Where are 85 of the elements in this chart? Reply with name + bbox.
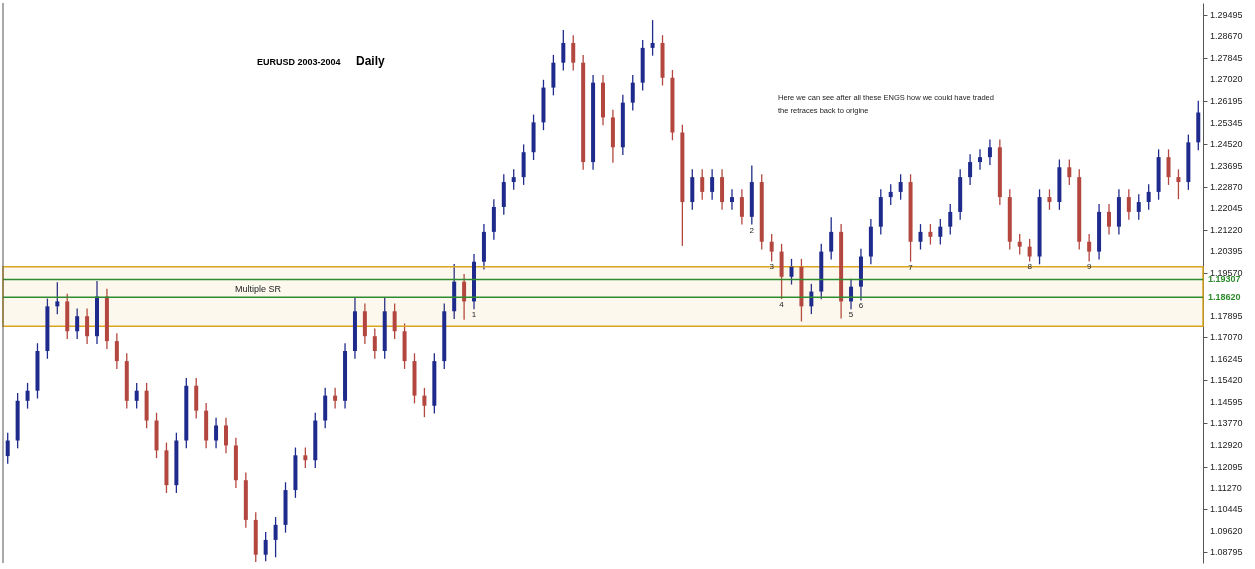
- candlestick: [1176, 168, 1181, 200]
- candlestick: [1067, 158, 1072, 186]
- candlestick: [918, 223, 923, 251]
- candlestick: [422, 387, 427, 418]
- text: 6: [858, 301, 864, 311]
- y-tick-label: 1.13770: [1210, 418, 1243, 429]
- text: 1: [471, 310, 477, 320]
- candlestick: [223, 417, 228, 454]
- y-tick-label: 1.14595: [1210, 396, 1243, 407]
- candlestick: [789, 258, 794, 286]
- candlestick: [630, 74, 635, 112]
- y-tick-label: 1.28670: [1210, 31, 1243, 42]
- y-tick-label: 1.23695: [1210, 160, 1243, 171]
- y-tick-label: 1.21220: [1210, 224, 1243, 235]
- candlestick: [938, 218, 943, 246]
- candlestick: [700, 168, 705, 201]
- y-tick-label: 1.24520: [1210, 139, 1243, 150]
- candlestick: [5, 432, 10, 465]
- text: 4: [779, 300, 784, 310]
- y-tick-label: 1.12095: [1210, 461, 1243, 472]
- y-tick-label: 1.16245: [1210, 353, 1243, 364]
- y-tick-label: 1.10445: [1210, 504, 1243, 515]
- candlestick: [511, 168, 516, 191]
- candlestick: [263, 531, 268, 562]
- y-tick-label: 1.22870: [1210, 181, 1243, 192]
- candlestick: [392, 302, 397, 340]
- y-tick-label: 1.08795: [1210, 547, 1243, 558]
- candlestick: [303, 446, 308, 469]
- candlestick: [739, 188, 744, 226]
- y-tick-label: 1.09620: [1210, 525, 1243, 536]
- candlestick: [214, 417, 219, 449]
- y-tick-label: 1.17070: [1210, 332, 1243, 343]
- y-tick-label: 1.27845: [1210, 52, 1243, 63]
- candlestick: [978, 148, 983, 171]
- y-tick-label: 1.29495: [1210, 10, 1243, 21]
- candlestick: [75, 307, 80, 340]
- candlestick: [769, 233, 774, 263]
- candlestick: [561, 29, 566, 72]
- annotation: Multiple SR: [234, 284, 282, 294]
- candlestick: [1136, 193, 1141, 221]
- y-tick-label: 1.15420: [1210, 375, 1243, 386]
- candlestick: [898, 173, 903, 201]
- y-tick-label: 1.27020: [1210, 74, 1243, 85]
- text: 3: [769, 262, 774, 272]
- candlestick: [55, 281, 60, 315]
- candlestick: [571, 34, 576, 72]
- text: EURUSD 2003-2004: [257, 57, 341, 67]
- candlestick: [888, 183, 893, 206]
- candlestick: [968, 153, 973, 186]
- y-tick-label: 1.11270: [1210, 483, 1242, 493]
- y-tick-label: 1.26195: [1210, 95, 1243, 106]
- text: 2: [749, 225, 755, 235]
- y-tick-label: 1.20395: [1210, 246, 1243, 257]
- text: 5: [848, 310, 854, 320]
- candlestick: [710, 168, 715, 201]
- candlestick: [372, 327, 377, 360]
- candlestick: [1106, 203, 1111, 236]
- y-tick-label: 1.22045: [1210, 203, 1243, 214]
- candlestick: [333, 387, 338, 410]
- text: 9: [1086, 262, 1092, 272]
- candlestick: [134, 382, 139, 410]
- candlestick: [948, 203, 953, 236]
- text: 8: [1027, 262, 1032, 272]
- candlestick: [114, 332, 119, 370]
- candlestick: [85, 307, 90, 345]
- candlestick: [928, 223, 933, 246]
- candlestick: [987, 138, 992, 166]
- candlestick: [1017, 233, 1022, 256]
- candlestick: [829, 216, 834, 261]
- candlestick: [1146, 183, 1151, 211]
- text: 7: [908, 262, 913, 272]
- candlestick: [1126, 188, 1131, 221]
- candlestick: [273, 516, 278, 558]
- candlestick: [650, 19, 655, 57]
- candlestick: [1027, 238, 1032, 263]
- candlestick: [1166, 148, 1171, 186]
- ref-line-label: 1.18620: [1208, 292, 1241, 303]
- candlestick: [729, 188, 734, 211]
- candlestick: [1087, 233, 1092, 263]
- candlestick: [25, 382, 30, 410]
- candlestick: [1047, 188, 1052, 211]
- y-tick-label: 1.17895: [1210, 311, 1243, 322]
- y-tick-label: 1.25345: [1210, 117, 1243, 128]
- text: Daily: [356, 54, 386, 68]
- y-tick-label: 1.12920: [1210, 440, 1243, 451]
